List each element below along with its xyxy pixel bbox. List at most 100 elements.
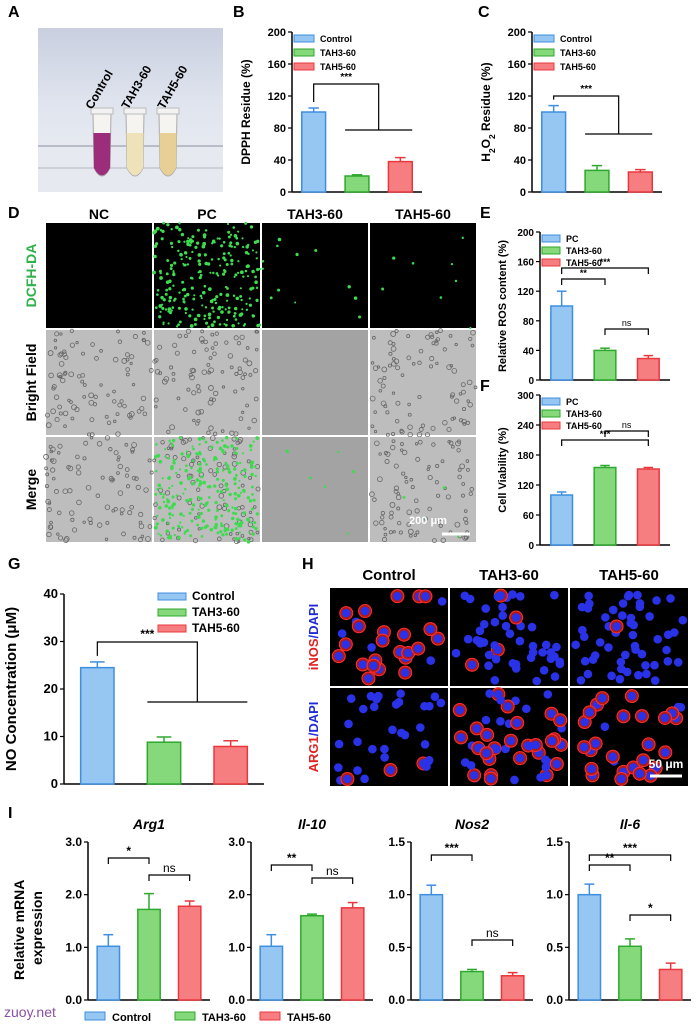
cell (407, 412, 412, 417)
cell (373, 429, 378, 434)
green-cell (248, 531, 251, 534)
green-cell (182, 492, 185, 495)
green-cell (169, 241, 174, 245)
green-cell (213, 525, 218, 530)
cell (208, 356, 213, 360)
nucleus (430, 692, 440, 701)
cell (112, 389, 116, 394)
cell (380, 510, 386, 516)
nucleus (584, 591, 593, 601)
legend-swatch (541, 234, 561, 243)
cell (119, 399, 124, 404)
green-cell (213, 484, 217, 488)
cell (67, 398, 71, 403)
nucleus (528, 648, 538, 657)
bar (419, 893, 444, 1001)
y-tick-label: 80 (514, 123, 526, 135)
green-cell (180, 257, 183, 261)
cell (241, 410, 245, 415)
cell (154, 404, 158, 409)
green-cell (210, 258, 214, 261)
cell (389, 510, 394, 516)
panel-label-a: A (8, 4, 20, 21)
green-cell (160, 295, 164, 300)
green-cell (308, 476, 312, 480)
cell (113, 450, 119, 456)
cell (391, 391, 396, 395)
green-cell (239, 491, 242, 494)
micrograph-tile (370, 330, 476, 435)
green-cell (205, 524, 209, 528)
cell (459, 418, 464, 423)
nucleus (626, 618, 636, 628)
cell (406, 355, 412, 361)
cell (460, 382, 466, 388)
cell (240, 483, 245, 488)
y-axis-label-part: O (479, 139, 493, 148)
green-cell (241, 237, 244, 240)
nucleus (653, 634, 663, 644)
green-cell (162, 500, 166, 504)
cell (406, 522, 412, 527)
nucleus (479, 619, 489, 629)
cell (398, 530, 403, 535)
cell (400, 373, 405, 378)
nucleus (426, 624, 435, 634)
green-cell (346, 532, 350, 535)
green-cell (157, 532, 160, 535)
cell (401, 471, 406, 476)
cell (245, 346, 250, 350)
nucleus (334, 739, 344, 749)
green-cell (234, 536, 239, 541)
y-tick-label: 2.0 (228, 888, 245, 902)
cell (154, 369, 161, 375)
cell (236, 341, 242, 346)
nucleus (597, 693, 607, 703)
row-header-stain: /DAPI (306, 604, 321, 639)
green-cell (236, 271, 240, 275)
green-cell (229, 254, 232, 257)
green-cell (167, 456, 170, 460)
green-cell (234, 512, 238, 516)
green-cell (162, 221, 165, 225)
green-cell (164, 455, 167, 458)
cell (449, 363, 453, 368)
green-cell (191, 308, 194, 311)
green-cell (170, 465, 174, 469)
cell (157, 344, 163, 350)
panel-label-c: C (478, 4, 490, 21)
cell (242, 357, 248, 363)
green-cell (203, 314, 207, 318)
legend-label: TAH3-60 (192, 605, 240, 619)
green-cell (241, 452, 244, 455)
cell (147, 458, 152, 463)
y-tick-label: 240 (517, 421, 534, 432)
green-cell (171, 438, 176, 443)
nucleus (641, 661, 650, 670)
row-header: iNOS/DAPI (306, 604, 321, 670)
cell (83, 440, 89, 446)
nucleus (481, 604, 491, 613)
y-tick-label: 0 (528, 376, 534, 384)
tube-photo-svg: Control TAH3-60 TAH5-60 (38, 63, 223, 192)
green-cell (165, 288, 169, 292)
cell (49, 520, 53, 525)
cell (370, 361, 375, 365)
bar (577, 893, 602, 1001)
y-tick-label: 80 (523, 317, 535, 328)
cell (104, 435, 111, 441)
cell (470, 343, 475, 348)
green-cell (233, 275, 236, 278)
green-cell (213, 320, 216, 324)
green-cell (156, 453, 161, 458)
green-cell (191, 250, 194, 254)
cell (454, 398, 460, 404)
cell (408, 533, 413, 538)
green-cell (175, 494, 178, 497)
cell (216, 504, 223, 511)
cell (456, 448, 461, 453)
sig-bracket (588, 854, 672, 861)
green-cell (159, 534, 163, 537)
cell (176, 495, 182, 501)
cell (459, 463, 466, 470)
